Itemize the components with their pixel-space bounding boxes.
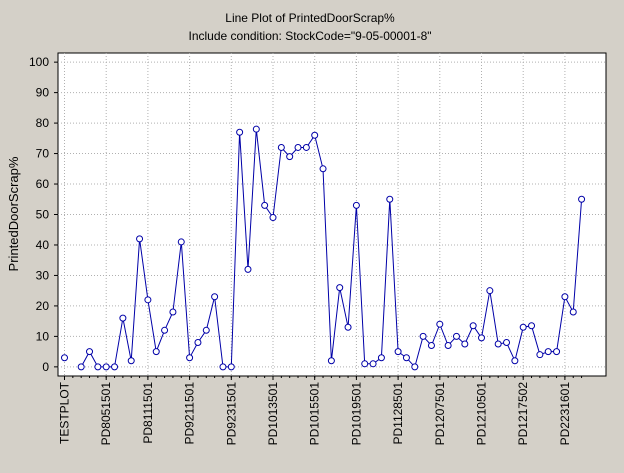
data-point (402, 354, 410, 362)
data-point (336, 284, 344, 292)
x-tick-label: PD8051501 (99, 382, 113, 446)
data-point (377, 354, 385, 362)
y-tick-label: 30 (36, 268, 50, 282)
data-point (352, 201, 360, 209)
y-tick-label: 80 (36, 116, 50, 130)
data-point (202, 326, 210, 334)
chart-title: Line Plot of PrintedDoorScrap% (225, 11, 395, 25)
data-point (561, 293, 569, 301)
x-tick-label: PD9211501 (183, 382, 197, 445)
data-point (311, 131, 319, 139)
data-point (286, 153, 294, 161)
data-point (361, 360, 369, 368)
data-point (194, 338, 202, 346)
data-point (411, 363, 419, 371)
data-point (427, 342, 435, 350)
x-tick-label: PD1015501 (308, 382, 322, 446)
data-point (544, 348, 552, 356)
y-tick-label: 100 (29, 55, 49, 69)
x-tick-label: PD1207501 (433, 382, 447, 446)
data-point (136, 235, 144, 243)
y-axis: 0 10 20 30 40 50 60 70 80 90 100 (29, 55, 58, 374)
data-point (578, 195, 586, 203)
data-point (486, 287, 494, 295)
x-tick-label: PD1128501 (391, 382, 405, 445)
y-tick-label: 0 (42, 360, 49, 374)
data-point (186, 354, 194, 362)
y-tick-label: 20 (36, 299, 50, 313)
data-points (61, 125, 586, 371)
data-point (369, 360, 377, 368)
data-point (553, 348, 561, 356)
data-point (236, 128, 244, 136)
x-tick-label: PD9231501 (224, 382, 238, 446)
data-point (419, 332, 427, 340)
data-point (127, 357, 135, 365)
data-point (344, 323, 352, 331)
data-point (119, 314, 127, 322)
chart-subtitle: Include condition: StockCode="9-05-00001… (188, 29, 431, 43)
x-tick-label: TESTPLOT (58, 381, 72, 444)
data-point (277, 143, 285, 151)
data-point (102, 363, 110, 371)
data-point (244, 265, 252, 273)
x-axis: TESTPLOT PD8051501 PD8111501 PD9211501 PD923… (58, 376, 583, 446)
data-point (294, 143, 302, 151)
x-tick-label: PD1210501 (475, 382, 489, 446)
data-point (111, 363, 119, 371)
data-point (386, 195, 394, 203)
data-point (394, 348, 402, 356)
data-point (211, 293, 219, 301)
x-tick-label: PD1013501 (266, 382, 280, 446)
y-tick-label: 10 (36, 329, 50, 343)
data-point (86, 348, 94, 356)
data-point (77, 363, 85, 371)
y-tick-label: 70 (36, 147, 50, 161)
data-point (469, 322, 477, 330)
data-point (519, 323, 527, 331)
data-point (503, 338, 511, 346)
data-point (152, 348, 160, 356)
data-point (219, 363, 227, 371)
data-point (227, 363, 235, 371)
data-point (461, 340, 469, 348)
y-tick-label: 90 (36, 86, 50, 100)
data-point (511, 357, 519, 365)
y-tick-label: 60 (36, 177, 50, 191)
data-point (144, 296, 152, 304)
data-point (452, 332, 460, 340)
x-tick-label: PD8111501 (141, 382, 155, 444)
data-point (177, 238, 185, 246)
data-point (302, 143, 310, 151)
y-tick-label: 40 (36, 238, 50, 252)
data-point (536, 351, 544, 359)
x-tick-label: PD1019501 (349, 382, 363, 446)
data-point (319, 165, 327, 173)
data-point (528, 322, 536, 330)
data-point (61, 354, 68, 362)
data-point (436, 320, 444, 328)
data-point (478, 334, 485, 342)
data-point (94, 363, 102, 371)
data-point (569, 308, 577, 316)
data-point (169, 308, 177, 316)
grid (58, 53, 606, 376)
data-point (444, 342, 452, 350)
data-point (252, 125, 260, 133)
y-axis-label: PrintedDoorScrap% (6, 156, 21, 271)
data-point (261, 201, 269, 209)
data-point (327, 357, 335, 365)
x-tick-label: PD2231601 (558, 382, 572, 446)
data-point (269, 214, 277, 222)
y-tick-label: 50 (36, 208, 50, 222)
x-tick-label: PD1217502 (516, 382, 530, 446)
data-point (161, 326, 169, 334)
data-point (494, 340, 502, 348)
